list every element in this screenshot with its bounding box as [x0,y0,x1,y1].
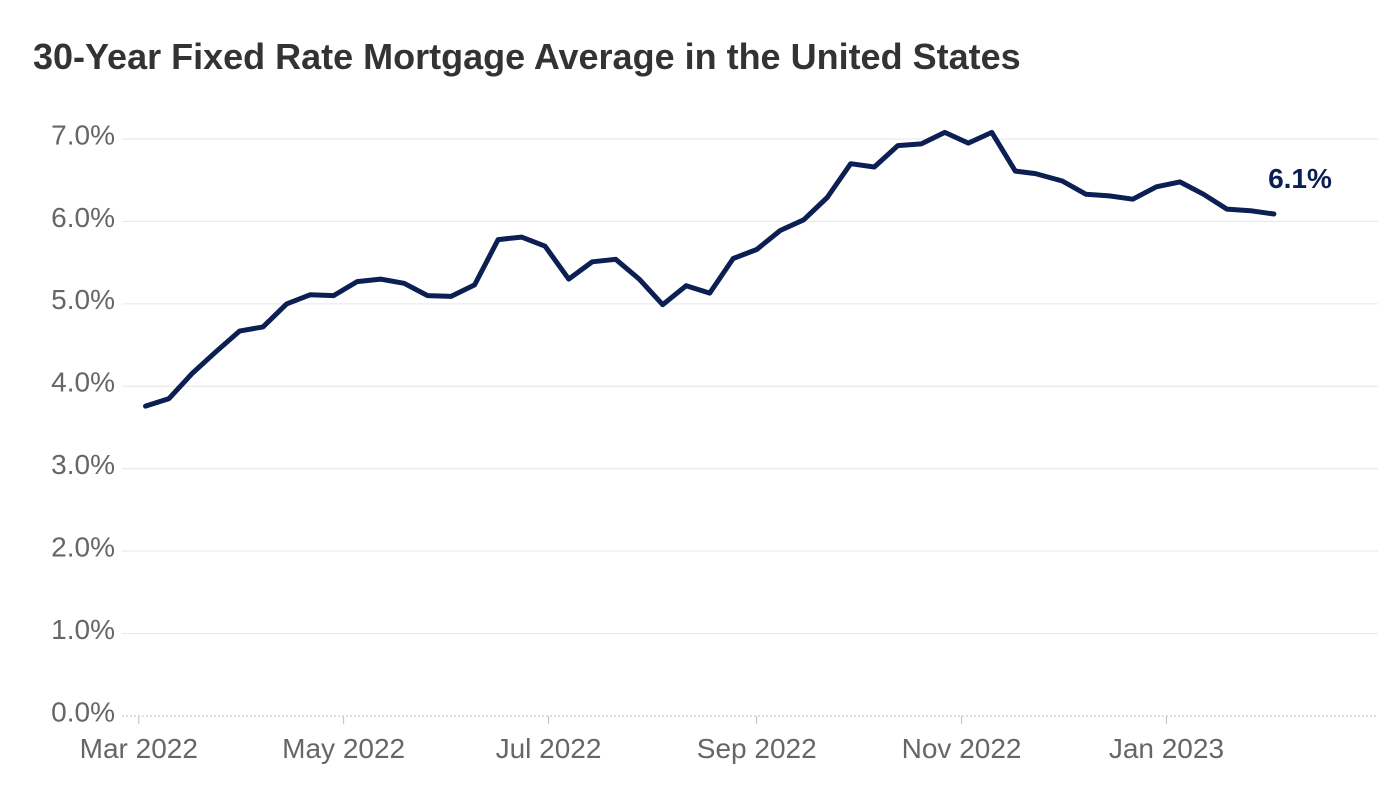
x-tick-label: Jul 2022 [496,733,602,764]
y-tick-label: 3.0% [51,449,115,480]
y-tick-label: 5.0% [51,284,115,315]
gridlines [122,138,1378,635]
y-tick-label: 4.0% [51,367,115,398]
x-tick-label: Mar 2022 [80,733,198,764]
x-tick-label: Jan 2023 [1109,733,1224,764]
y-tick-label: 2.0% [51,532,115,563]
y-axis-tick-labels: 0.0% 1.0% 2.0% 3.0% 4.0% 5.0% 6.0% 7.0% [51,119,115,727]
y-tick-label: 7.0% [51,119,115,150]
series-layer: 6.1% [143,129,1332,409]
x-axis-tick-labels: Mar 2022 May 2022 Jul 2022 Sep 2022 Nov 2022… [80,733,1224,764]
x-axis [122,715,1378,724]
x-tick-label: Sep 2022 [697,733,817,764]
x-tick-label: May 2022 [282,733,405,764]
y-tick-label: 6.0% [51,202,115,233]
series-line [143,129,1277,409]
x-tick-label: Nov 2022 [902,733,1022,764]
y-tick-label: 0.0% [51,696,115,727]
y-tick-label: 1.0% [51,614,115,645]
end-value-label: 6.1% [1268,163,1332,194]
chart-title: 30-Year Fixed Rate Mortgage Average in t… [33,36,1021,77]
